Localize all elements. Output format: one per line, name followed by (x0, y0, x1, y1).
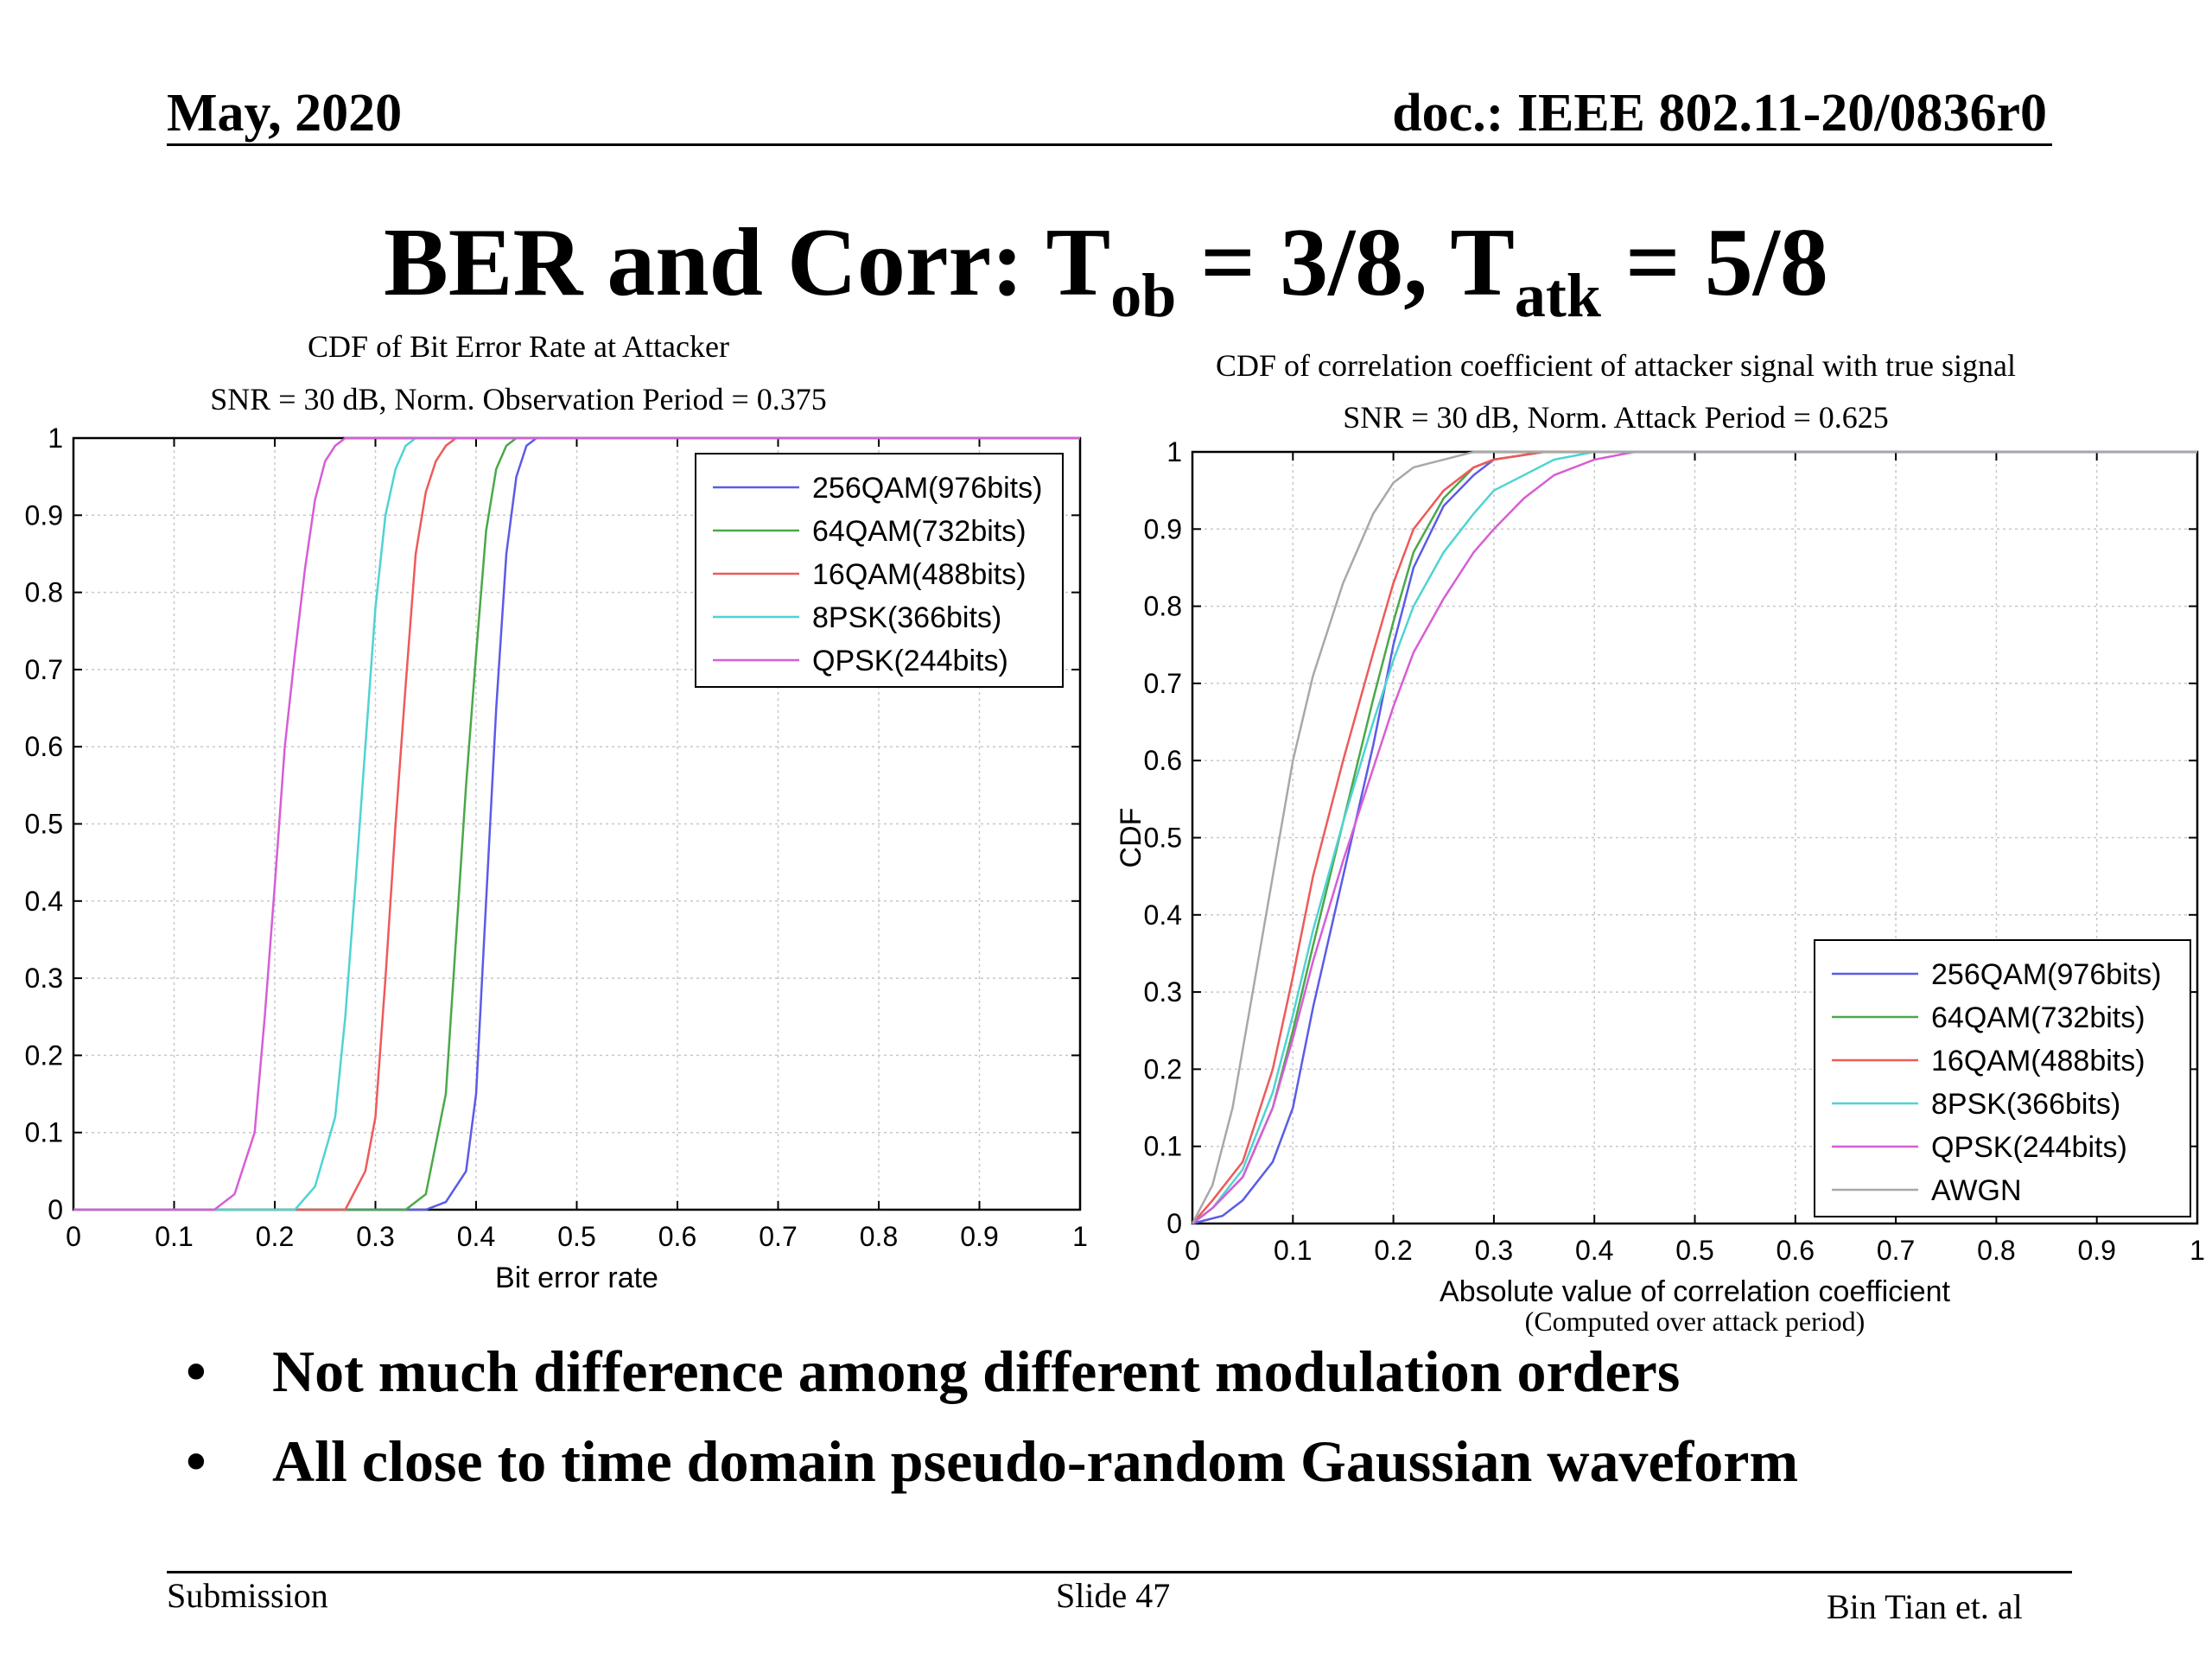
y-tick-label: 0.8 (1144, 591, 1182, 622)
y-tick-label: 0 (1166, 1208, 1182, 1239)
x-tick-label: 0.8 (860, 1221, 898, 1252)
x-tick-label: 0.1 (155, 1221, 193, 1252)
y-tick-label: 0.1 (25, 1117, 63, 1148)
y-tick-label: 0.5 (1144, 823, 1182, 854)
legend-label: 16QAM(488bits) (812, 558, 1027, 591)
y-tick-label: 0.3 (25, 963, 63, 994)
y-tick-label: 0.6 (25, 731, 63, 762)
series-line (1191, 450, 2197, 1224)
x-axis-label: Absolute value of correlation coefficien… (1440, 1275, 1951, 1308)
title-main: BER and Corr: T (384, 209, 1111, 316)
title-sub-atk: atk (1514, 261, 1601, 331)
series-line (73, 436, 1080, 1211)
footer-rule (167, 1571, 2072, 1573)
x-tick-label: 1 (1072, 1221, 1088, 1252)
x-tick-label: 0.7 (1877, 1235, 1915, 1266)
legend-label: 64QAM(732bits) (1931, 1001, 2145, 1034)
title-mid: = 3/8, T (1176, 209, 1515, 316)
chart-title: CDF of Bit Error Rate at Attacker (308, 329, 729, 364)
corr-cdf-chart: CDF of correlation coefficient of attack… (1115, 348, 2205, 1337)
y-tick-label: 0.9 (25, 499, 63, 531)
y-tick-label: 0.1 (1144, 1131, 1182, 1162)
y-tick-label: 0.7 (1144, 668, 1182, 699)
legend-label: AWGN (1931, 1174, 2022, 1207)
y-tick-label: 0.9 (1144, 513, 1182, 544)
x-tick-label: 0.5 (1675, 1235, 1713, 1266)
x-tick-label: 0 (66, 1221, 81, 1252)
x-tick-label: 0.5 (557, 1221, 595, 1252)
chart-title: CDF of correlation coefficient of attack… (1216, 348, 2016, 383)
legend-label: QPSK(244bits) (1931, 1131, 2127, 1164)
title-end: = 5/8 (1600, 209, 1828, 316)
footer-left: Submission (167, 1576, 328, 1615)
header-doc-id: doc.: IEEE 802.11-20/0836r0 (1392, 84, 2047, 143)
y-tick-label: 1 (48, 423, 63, 454)
y-tick-label: 0.7 (25, 654, 63, 685)
slide-title: BER and Corr: Tob = 3/8, Tatk = 5/8 (0, 207, 2212, 332)
legend-label: 256QAM(976bits) (1931, 958, 2161, 991)
x-tick-label: 0.6 (658, 1221, 696, 1252)
bullet-item: • All close to time domain pseudo-random … (186, 1416, 1798, 1506)
legend-box (695, 453, 1064, 688)
bullet-item: • Not much difference among different mod… (186, 1326, 1798, 1416)
footer-center: Slide 47 (1056, 1576, 1171, 1615)
y-tick-label: 0.4 (25, 886, 63, 917)
bullet-text: Not much difference among different modu… (272, 1338, 1681, 1404)
x-tick-label: 0.2 (1374, 1235, 1412, 1266)
x-axis-note: (Computed over attack period) (1525, 1306, 1866, 1337)
y-tick-label: 0.5 (25, 809, 63, 840)
series-line (1192, 450, 2197, 1224)
footer-right: Bin Tian et. al (1827, 1587, 2023, 1626)
x-tick-label: 1 (2190, 1235, 2205, 1266)
series-line (73, 436, 1080, 1211)
y-tick-label: 0.8 (25, 577, 63, 608)
bullet-text: All close to time domain pseudo-random G… (272, 1428, 1799, 1494)
ber-cdf-chart: CDF of Bit Error Rate at Attacker SNR = 3… (25, 329, 1088, 1294)
y-tick-label: 0.2 (25, 1039, 63, 1071)
y-tick-label: 0.2 (1144, 1053, 1182, 1084)
legend-label: 8PSK(366bits) (812, 601, 1001, 634)
x-tick-label: 0.6 (1777, 1235, 1815, 1266)
legend-label: 64QAM(732bits) (812, 515, 1027, 548)
x-tick-label: 0.3 (356, 1221, 394, 1252)
x-tick-label: 0.1 (1274, 1235, 1312, 1266)
x-tick-label: 0.7 (759, 1221, 797, 1252)
y-tick-label: 0.6 (1144, 745, 1182, 776)
y-axis-label: CDF (1115, 808, 1147, 868)
y-tick-label: 0.3 (1144, 976, 1182, 1007)
y-tick-label: 0.4 (1144, 899, 1182, 931)
series-line (1192, 450, 2197, 1224)
series-line (73, 436, 1080, 1211)
chart-subtitle: SNR = 30 dB, Norm. Observation Period = … (210, 382, 827, 416)
series-line (1192, 450, 2197, 1225)
y-tick-label: 1 (1166, 436, 1182, 467)
x-tick-label: 0.9 (2077, 1235, 2115, 1266)
x-axis-label: Bit error rate (495, 1262, 658, 1294)
legend-label: QPSK(244bits) (812, 645, 1008, 677)
y-tick-label: 0 (48, 1194, 63, 1225)
series-line (1192, 450, 2197, 1224)
x-tick-label: 0.2 (256, 1221, 294, 1252)
x-tick-label: 0 (1185, 1235, 1200, 1266)
x-tick-label: 0.8 (1977, 1235, 2015, 1266)
header-date: May, 2020 (167, 84, 403, 143)
bullet-marker: • (186, 1338, 207, 1404)
legend-label: 8PSK(366bits) (1931, 1088, 2120, 1121)
title-sub-ob: ob (1110, 261, 1177, 331)
x-tick-label: 0.4 (457, 1221, 495, 1252)
legend-box (1814, 939, 2191, 1217)
x-tick-label: 0.9 (960, 1221, 998, 1252)
series-line (73, 436, 1080, 1211)
legend-label: 16QAM(488bits) (1931, 1045, 2145, 1077)
legend-label: 256QAM(976bits) (812, 472, 1042, 505)
x-tick-label: 0.3 (1475, 1235, 1513, 1266)
bullet-marker: • (186, 1428, 207, 1494)
series-line (73, 436, 1080, 1211)
header-rule (167, 143, 2052, 146)
bullet-list: • Not much difference among different mod… (186, 1326, 1798, 1506)
chart-subtitle: SNR = 30 dB, Norm. Attack Period = 0.625 (1343, 400, 1889, 435)
x-tick-label: 0.4 (1575, 1235, 1613, 1266)
